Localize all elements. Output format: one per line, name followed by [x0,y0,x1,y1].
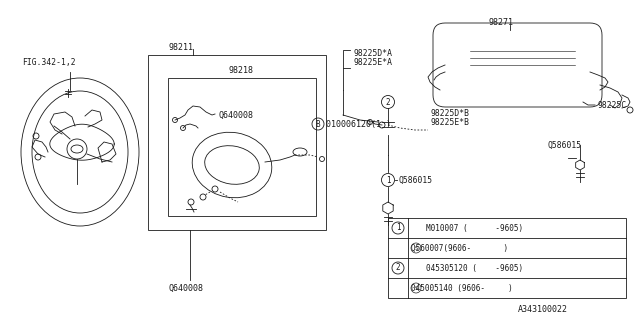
Text: Q640008: Q640008 [168,284,203,292]
Text: 98225C: 98225C [597,100,627,109]
Text: Q640008: Q640008 [218,110,253,119]
Text: 98225E*B: 98225E*B [430,117,469,126]
Text: M010007 (      -9605): M010007 ( -9605) [426,223,523,233]
Bar [388,218,626,298]
Text: Q586015: Q586015 [548,140,582,149]
Text: B: B [316,119,320,129]
Bar [168,78,316,216]
Text: 2: 2 [396,263,400,273]
Text: A343100022: A343100022 [518,306,568,315]
Text: 98218: 98218 [228,66,253,75]
Text: 98271: 98271 [488,18,513,27]
Text: 98225D*A: 98225D*A [353,49,392,58]
Text: 1: 1 [396,223,400,233]
Text: FIG.342-1,2: FIG.342-1,2 [22,58,76,67]
Text: S: S [414,285,418,291]
Text: 045305120 (    -9605): 045305120 ( -9605) [426,263,523,273]
Text: 98211: 98211 [168,43,193,52]
Text: 1: 1 [386,175,390,185]
Text: S: S [414,245,418,251]
Text: Q560007(9606-       ): Q560007(9606- ) [411,244,508,252]
Text: Q586015: Q586015 [398,175,432,185]
Text: 045005140 (9606-     ): 045005140 (9606- ) [411,284,513,292]
Text: 010006120(1 ): 010006120(1 ) [326,119,391,129]
Bar [148,55,326,230]
Text: 2: 2 [386,98,390,107]
Text: 98225E*A: 98225E*A [353,58,392,67]
Text: 98225D*B: 98225D*B [430,108,469,117]
